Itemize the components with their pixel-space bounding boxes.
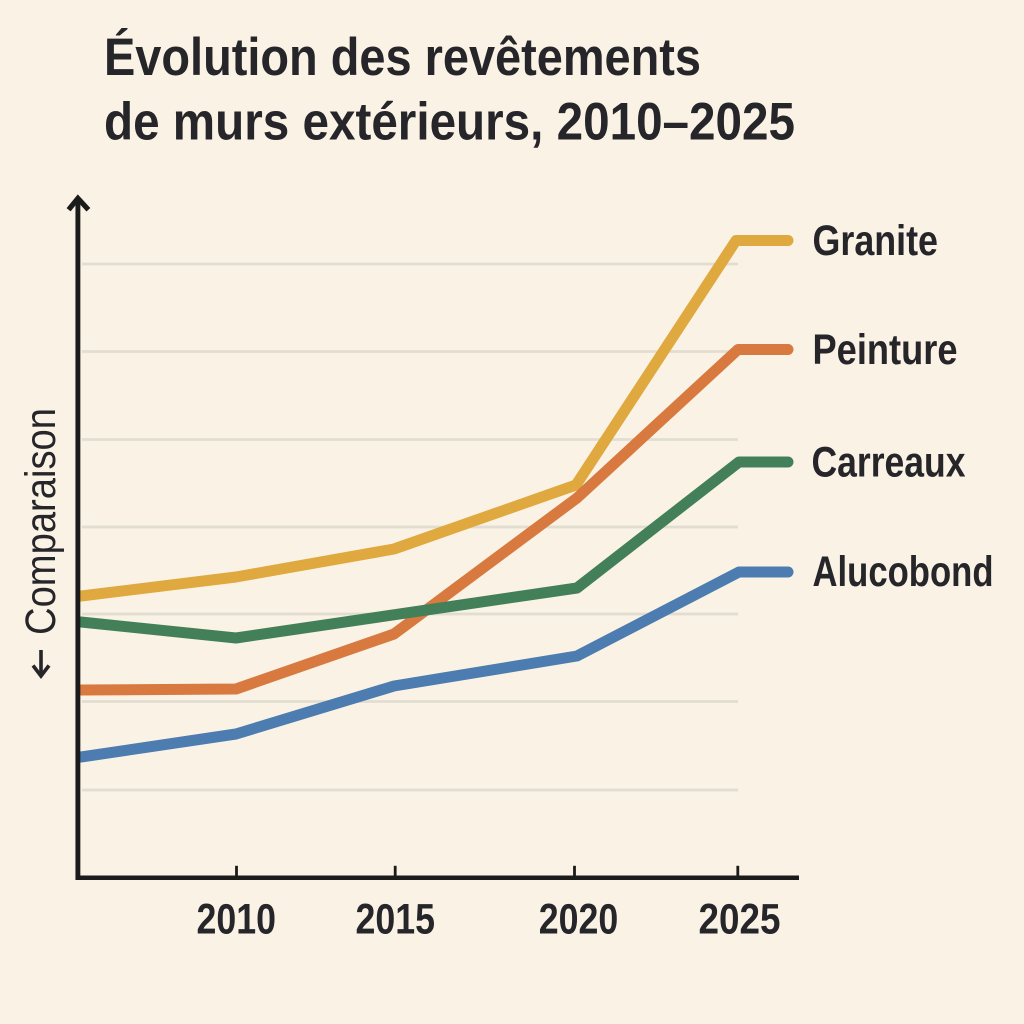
svg-text:Évolution des revêtements: Évolution des revêtements (104, 27, 701, 87)
svg-text:Alucobond: Alucobond (813, 549, 994, 596)
svg-text:2020: 2020 (539, 897, 619, 944)
svg-text:Comparaison: Comparaison (17, 408, 65, 635)
svg-text:2010: 2010 (197, 897, 277, 944)
svg-text:Carreaux: Carreaux (812, 440, 966, 487)
svg-text:de murs extérieurs, 2010–2025: de murs extérieurs, 2010–2025 (104, 93, 795, 152)
svg-text:Peinture: Peinture (813, 327, 958, 374)
svg-text:2025: 2025 (699, 897, 781, 944)
svg-text:2015: 2015 (355, 897, 435, 944)
svg-text:Granite: Granite (813, 218, 939, 265)
